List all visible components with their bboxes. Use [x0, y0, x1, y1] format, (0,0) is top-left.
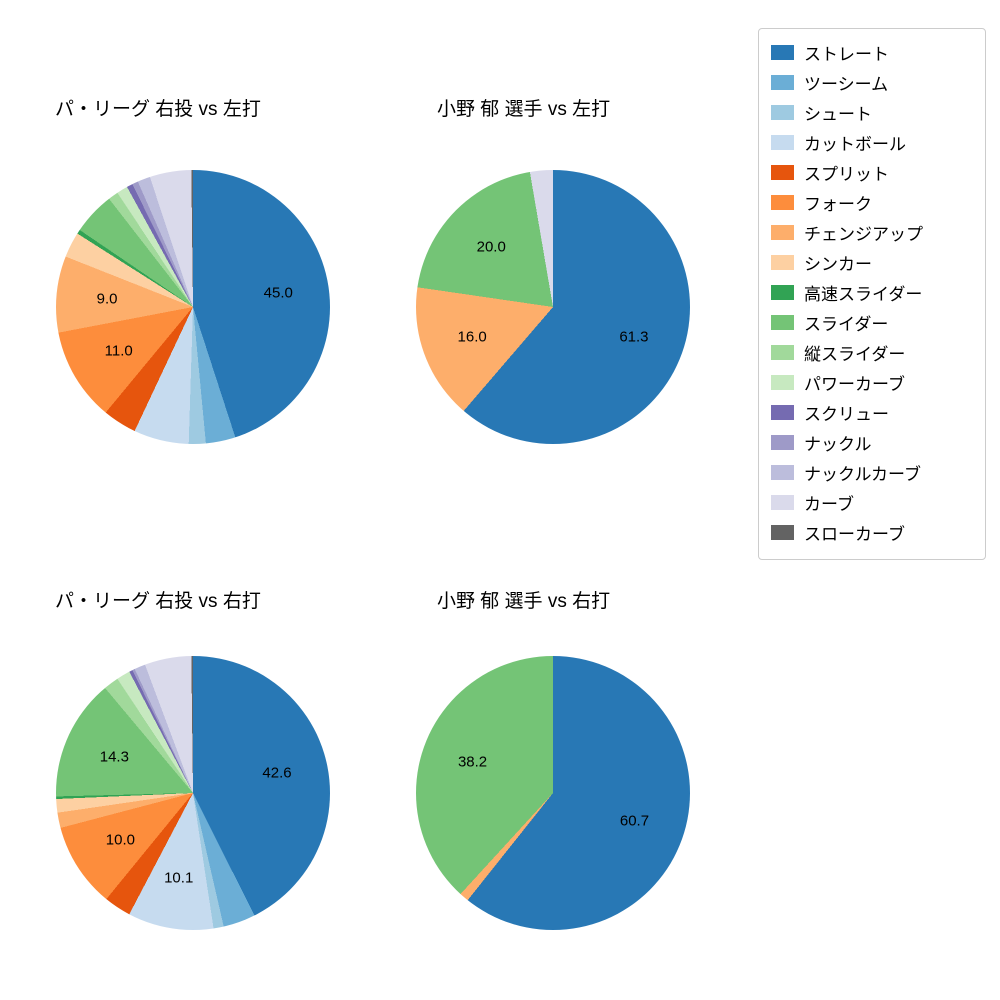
legend-item-label: パワーカーブ — [804, 374, 905, 394]
chart-title-player-vs-right: 小野 郁 選手 vs 右打 — [437, 591, 611, 612]
pie-chart-player-vs-right: 60.7 38.2 — [416, 656, 690, 930]
legend-item: ストレート — [771, 41, 973, 64]
legend-item-label: カーブ — [804, 494, 854, 514]
pie-value-label: 45.0 — [263, 284, 293, 302]
legend-swatch — [771, 464, 794, 480]
legend-item-label: 高速スライダー — [804, 284, 923, 304]
pie-value-label: 10.0 — [105, 831, 136, 849]
pie-chart-league-vs-left: 45.0 11.0 9.0 — [56, 170, 330, 444]
legend-item-label: フォーク — [804, 194, 872, 214]
legend-swatch — [771, 224, 794, 240]
legend-swatch — [771, 134, 794, 150]
legend-item-label: スクリュー — [804, 404, 889, 424]
legend-item: フォーク — [771, 191, 973, 214]
pie-value-label: 14.3 — [99, 748, 129, 766]
pie-value-label: 9.0 — [96, 290, 118, 308]
pie-chart-league-vs-right: 42.6 10.1 10.0 14.3 — [56, 656, 330, 930]
legend-item: ツーシーム — [771, 71, 973, 94]
legend-item: シンカー — [771, 251, 973, 274]
pie-value-label: 38.2 — [457, 753, 488, 771]
legend-item: スプリット — [771, 161, 973, 184]
pie-value-label: 60.7 — [619, 812, 650, 830]
legend-swatch — [771, 344, 794, 360]
pie-value-label: 61.3 — [619, 328, 649, 346]
legend-item: カーブ — [771, 491, 973, 514]
legend-swatch — [771, 104, 794, 120]
legend-item-label: スローカーブ — [804, 524, 905, 544]
legend-swatch — [771, 194, 794, 210]
pie-value-label: 20.0 — [476, 238, 506, 256]
chart-title-player-vs-left: 小野 郁 選手 vs 左打 — [437, 99, 611, 120]
legend-item-label: ストレート — [804, 44, 889, 64]
legend-item-label: チェンジアップ — [804, 224, 923, 244]
legend-item: チェンジアップ — [771, 221, 973, 244]
legend-swatch — [771, 74, 794, 90]
pie-value-label: 42.6 — [262, 764, 292, 782]
legend-item: スライダー — [771, 311, 973, 334]
chart-title-league-vs-left: パ・リーグ 右投 vs 左打 — [55, 99, 261, 120]
legend: ストレートツーシームシュートカットボール スプリットフォークチェンジアップ シンカー… — [758, 28, 986, 560]
legend-item-label: シュート — [804, 104, 872, 124]
pie-value-label: 16.0 — [457, 328, 487, 346]
legend-swatch — [771, 44, 794, 60]
pie-value-label: 11.0 — [104, 342, 133, 360]
legend-item: パワーカーブ — [771, 371, 973, 394]
legend-item-label: スライダー — [804, 314, 889, 334]
legend-item: 縦スライダー — [771, 341, 973, 364]
legend-swatch — [771, 434, 794, 450]
legend-item: スローカーブ — [771, 521, 973, 544]
legend-swatch — [771, 374, 794, 390]
legend-item-label: 縦スライダー — [804, 344, 906, 364]
legend-items: ストレートツーシームシュートカットボール スプリットフォークチェンジアップ シンカー… — [771, 41, 973, 544]
legend-item-label: シンカー — [804, 254, 872, 274]
legend-item: 高速スライダー — [771, 281, 973, 304]
pie-value-label: 10.1 — [164, 869, 194, 887]
legend-item: ナックル — [771, 431, 973, 454]
legend-swatch — [771, 284, 794, 300]
legend-swatch — [771, 494, 794, 510]
chart-title-league-vs-right: パ・リーグ 右投 vs 右打 — [55, 591, 261, 612]
legend-swatch — [771, 314, 794, 330]
legend-item-label: ナックルカーブ — [804, 464, 921, 484]
legend-item: カットボール — [771, 131, 973, 154]
legend-item: シュート — [771, 101, 973, 124]
legend-swatch — [771, 164, 794, 180]
legend-swatch — [771, 254, 794, 270]
legend-swatch — [771, 404, 794, 420]
legend-item-label: カットボール — [804, 134, 906, 154]
pie-chart-player-vs-left: 61.3 16.0 20.0 — [416, 170, 690, 444]
legend-item: スクリュー — [771, 401, 973, 424]
legend-item: ナックルカーブ — [771, 461, 973, 484]
legend-item-label: ナックル — [804, 434, 872, 454]
legend-item-label: ツーシーム — [804, 74, 889, 94]
legend-swatch — [771, 524, 794, 540]
legend-item-label: スプリット — [804, 164, 889, 184]
